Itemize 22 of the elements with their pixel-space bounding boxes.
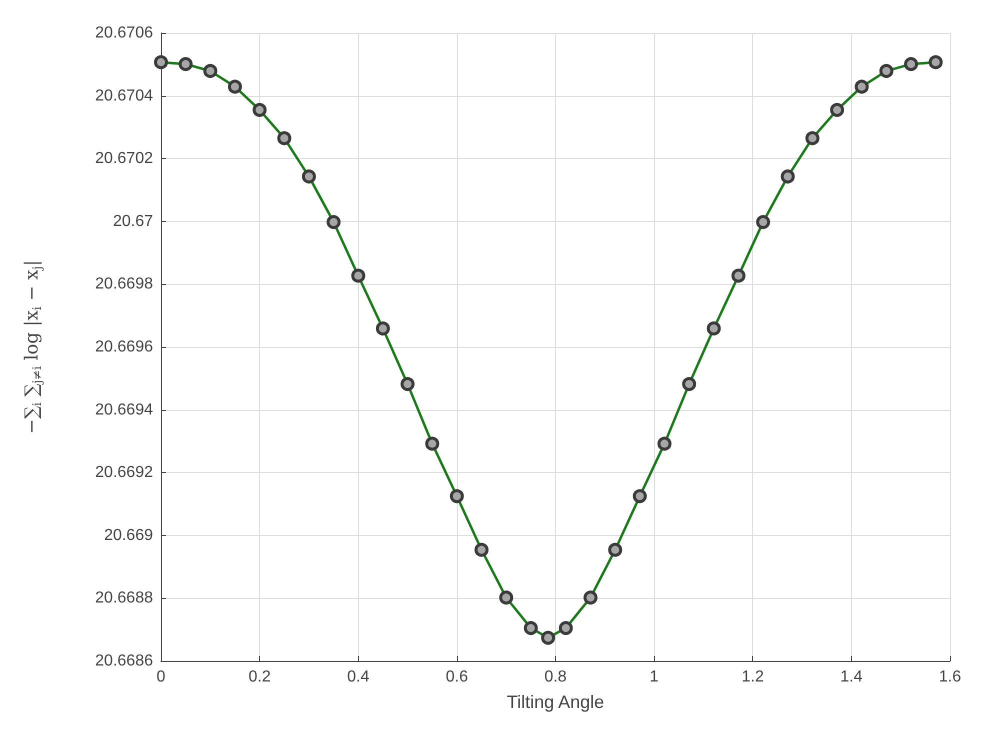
y-tick-label: 20.6692 [95,464,154,482]
y-tick-label: 20.6694 [95,401,154,418]
y-tick-label: 20.6702 [95,150,154,168]
y-tick-label: 20.669 [104,526,154,544]
x-tick-label: 0.2 [248,668,271,686]
y-tick-label: 20.6688 [95,590,154,607]
y-tick-label: 20.6704 [95,87,154,104]
x-tick-label: 0 [156,668,166,686]
x-tick-label: 1 [650,668,659,686]
x-tick-label: 0.6 [446,668,468,686]
text: −∑i ∑j≠i log |xi − xj| [22,260,44,434]
x-tick-label: 0.4 [347,668,370,686]
y-tick-label: 20.67 [112,212,154,230]
y-tick-label: 20.6706 [95,24,154,42]
y-tick-label: 20.6698 [95,276,154,293]
x-tick-label: 1.2 [742,668,764,686]
x-tick-label: 1.4 [840,668,863,686]
y-tick-label: 20.6686 [95,652,154,670]
y-tick-label: 20.6696 [95,338,154,356]
x-tick-label: 1.6 [938,668,962,686]
x-tick-label: 0.8 [544,668,567,686]
x-axis-title: Tilting Angle [506,692,604,712]
